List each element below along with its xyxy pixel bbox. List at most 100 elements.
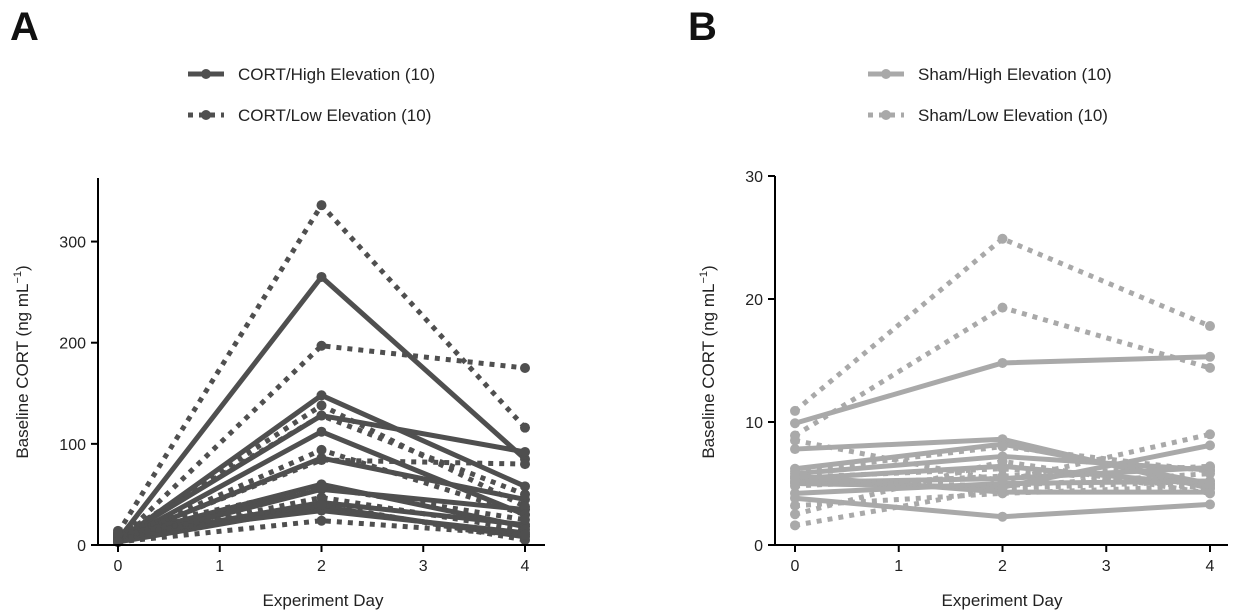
legend-label: Sham/High Elevation (10)	[918, 65, 1112, 84]
series-line-low	[117, 502, 526, 543]
y-axis-title: Baseline CORT (ng mL−1)	[698, 265, 718, 458]
data-point	[1205, 488, 1215, 499]
data-point	[316, 410, 327, 421]
x-axis-title: Experiment Day	[942, 591, 1063, 610]
x-tick-label: 1	[215, 558, 224, 575]
legend-item-sham-low: Sham/Low Elevation (10)	[868, 106, 1108, 125]
y-axis-title-sup: −1	[698, 271, 710, 284]
data-point	[520, 514, 530, 525]
series-line-low	[116, 413, 526, 539]
data-point	[1205, 429, 1215, 440]
legend-marker	[881, 110, 891, 120]
data-point	[1205, 468, 1215, 479]
legend-item-sham-high: Sham/High Elevation (10)	[868, 65, 1112, 84]
data-point	[997, 441, 1008, 452]
x-tick-label: 4	[521, 558, 530, 575]
y-tick-label: 10	[745, 415, 763, 432]
x-tick-label: 1	[894, 558, 903, 575]
y-tick-label: 100	[59, 437, 86, 454]
legend-marker	[201, 69, 211, 79]
data-point	[316, 482, 327, 493]
data-point	[790, 418, 800, 429]
data-point	[316, 271, 327, 282]
data-point	[1205, 476, 1215, 487]
legend-label: CORT/High Elevation (10)	[238, 65, 435, 84]
y-axis-title: Baseline CORT (ng mL−1)	[12, 265, 32, 458]
data-point	[316, 340, 327, 351]
y-tick-label: 300	[59, 235, 86, 252]
data-point	[997, 463, 1008, 474]
x-tick-label: 2	[317, 558, 326, 575]
legend-label: Sham/Low Elevation (10)	[918, 106, 1108, 125]
y-tick-label: 200	[59, 336, 86, 353]
y-tick-label: 0	[754, 538, 763, 555]
legend-marker	[201, 110, 211, 120]
data-point	[790, 520, 800, 531]
data-point	[1205, 351, 1215, 362]
y-tick-label: 20	[745, 292, 763, 309]
panel-b-series	[790, 233, 1215, 531]
data-point	[997, 456, 1008, 467]
data-point	[997, 357, 1008, 368]
panel-b-ticks: 0 1 2 3 4 0 10 20 30	[745, 169, 1214, 575]
panel-a-ticks: 0 1 2 3 4 0 100 200 300	[59, 235, 529, 575]
data-point	[520, 446, 530, 457]
data-point	[520, 422, 530, 433]
data-point	[316, 492, 327, 503]
data-point	[790, 435, 800, 446]
data-point	[316, 499, 327, 510]
y-axis-title-main: Baseline CORT (ng mL	[13, 284, 32, 459]
series-line-low	[794, 458, 1211, 517]
data-point	[316, 400, 327, 411]
data-point	[1205, 440, 1215, 451]
data-point	[1205, 499, 1215, 510]
data-point	[316, 444, 327, 455]
x-tick-label: 0	[791, 558, 800, 575]
data-point	[1205, 362, 1215, 373]
data-point	[316, 426, 327, 437]
x-tick-label: 3	[1102, 558, 1111, 575]
legend-item-cort-high: CORT/High Elevation (10)	[188, 65, 435, 84]
data-point	[790, 509, 800, 520]
data-point	[1205, 461, 1215, 472]
series-line-low	[794, 466, 1211, 491]
data-point	[997, 233, 1008, 244]
data-point	[316, 200, 327, 211]
series-line-low	[793, 305, 1211, 438]
panel-a-letter: A	[10, 5, 39, 49]
y-axis-title-sup: −1	[12, 271, 24, 284]
data-point	[113, 528, 123, 539]
x-tick-label: 0	[114, 558, 123, 575]
x-tick-label: 4	[1206, 558, 1215, 575]
panel-b-axes: 0 1 2 3 4 0 10 20 30 Experiment Day Baseline COR…	[698, 169, 1228, 610]
y-axis-title-tail: )	[13, 265, 32, 271]
data-point	[520, 481, 530, 492]
data-point	[997, 511, 1008, 522]
legend-item-cort-low: CORT/Low Elevation (10)	[188, 106, 431, 125]
series-line-low	[117, 518, 526, 545]
series-line-low	[794, 444, 1211, 474]
data-point	[520, 489, 530, 500]
data-point	[997, 483, 1008, 494]
data-point	[520, 459, 530, 470]
panel-b: B Sham/High Elevation (10) Sham/Low Elev…	[688, 5, 1228, 610]
x-tick-label: 3	[419, 558, 428, 575]
series-line-low	[117, 484, 526, 534]
data-point	[316, 515, 327, 526]
data-point	[997, 471, 1008, 482]
panel-a-axes: 0 1 2 3 4 0 100 200 300 Experiment Day Baseline …	[12, 178, 545, 610]
y-tick-label: 30	[745, 169, 763, 186]
data-point	[1205, 321, 1215, 332]
data-point	[520, 529, 530, 540]
data-point	[316, 390, 327, 401]
data-point	[520, 501, 530, 512]
data-point	[790, 480, 800, 491]
x-axis-title: Experiment Day	[263, 591, 384, 610]
data-point	[790, 493, 800, 504]
series-line-low	[794, 463, 1211, 489]
series-line-low	[794, 483, 1211, 509]
data-point	[997, 302, 1008, 313]
series-line-low	[116, 343, 526, 543]
panel-a: A CORT/High Elevation (10) CORT/Low Elev…	[10, 5, 545, 610]
